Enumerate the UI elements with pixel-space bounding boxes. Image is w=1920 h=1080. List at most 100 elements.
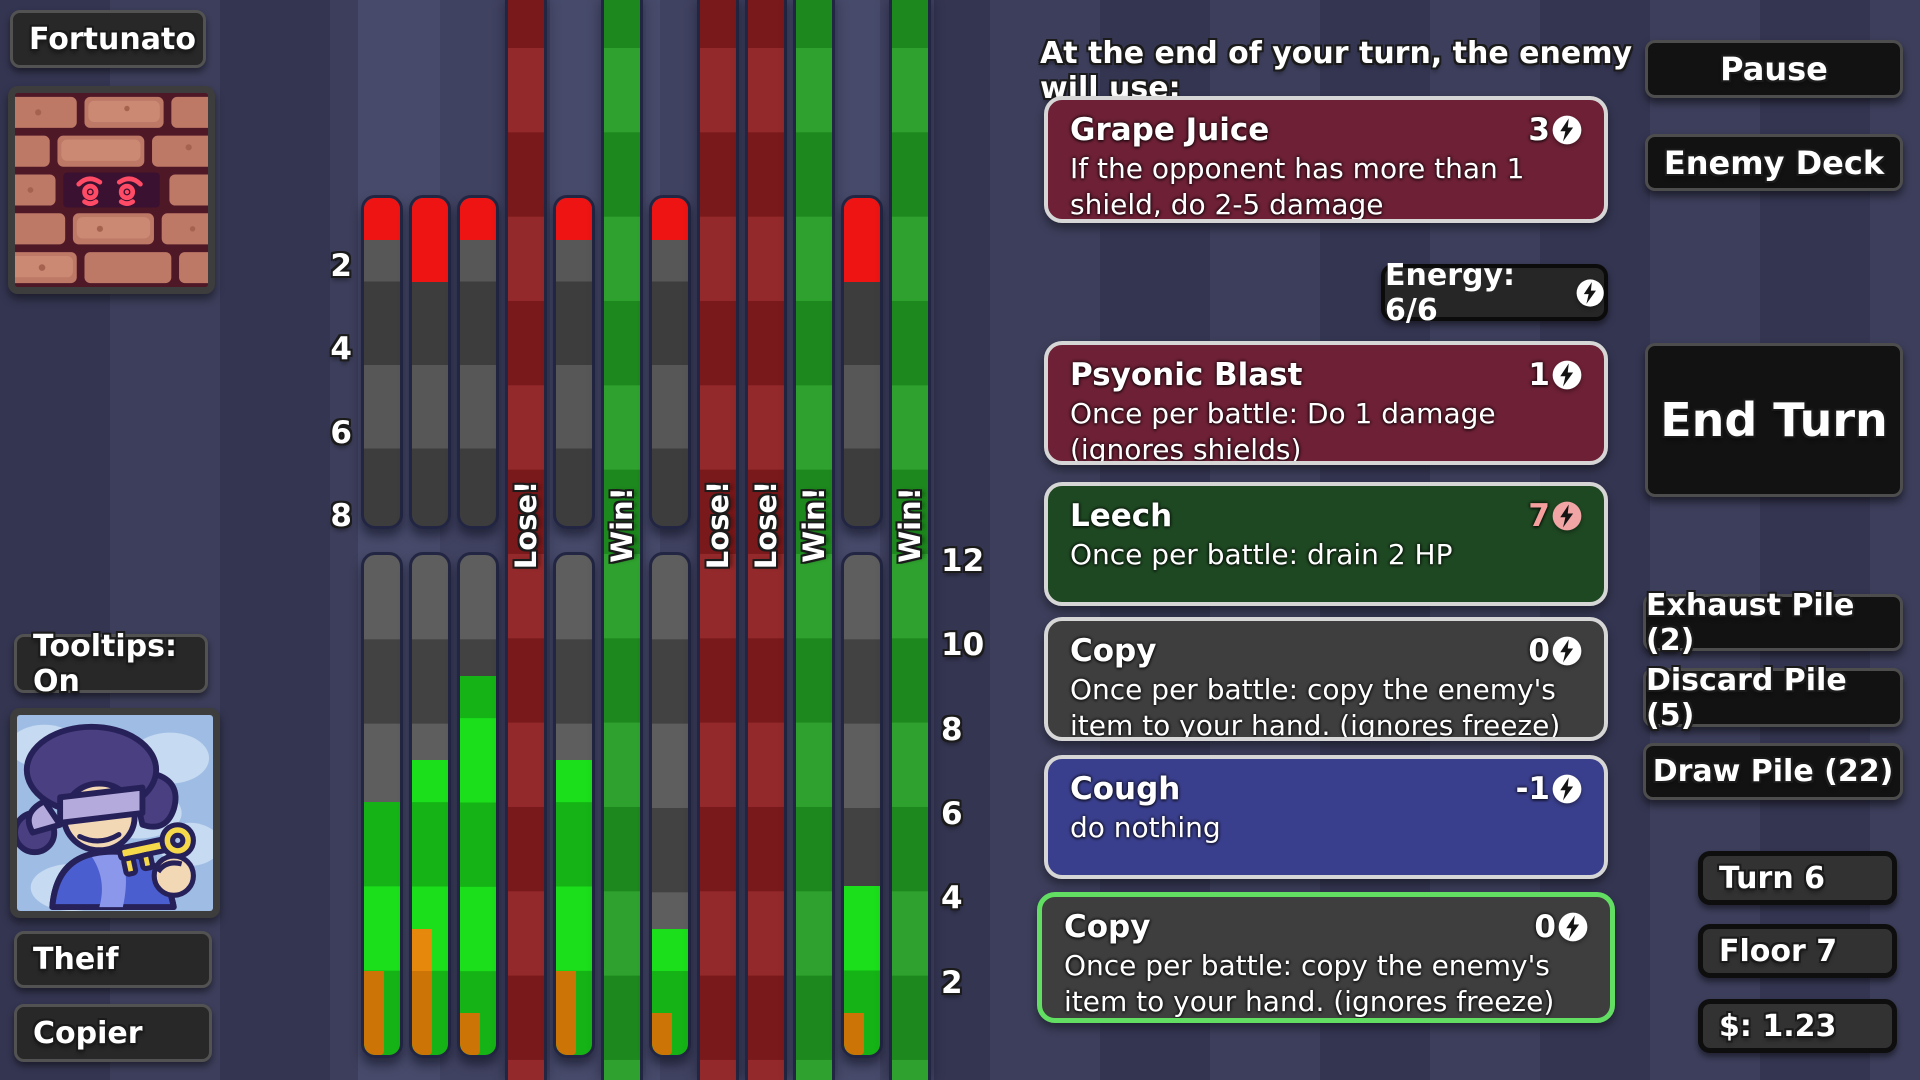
card-description: Once per battle: copy the enemy's item t… xyxy=(1070,673,1561,741)
card-cost-value: 0 xyxy=(1534,909,1556,945)
orange-overlay-segment xyxy=(460,1012,480,1055)
damage-segment xyxy=(652,198,688,240)
player-hp-bar xyxy=(457,552,499,1058)
sim-result-column-win xyxy=(601,0,643,1080)
bottom-axis-tick-label: 10 xyxy=(941,627,985,664)
hand-card[interactable]: Copy 0 Once per battle: copy the enemy's… xyxy=(1044,617,1608,741)
card-description: do nothing xyxy=(1070,811,1221,844)
energy-bolt-icon xyxy=(1552,774,1582,804)
hp-segment xyxy=(460,675,496,1055)
card-cost: 0 xyxy=(1534,909,1588,945)
orange-overlay-segment xyxy=(652,1012,672,1055)
sim-result-column-win xyxy=(793,0,835,1080)
card-name: Psyonic Blast xyxy=(1070,357,1303,393)
card-header-row: Psyonic Blast 1 xyxy=(1070,357,1582,393)
orange-overlay-segment xyxy=(364,970,384,1055)
card-cost: 3 xyxy=(1528,112,1582,148)
sim-result-label: Lose! xyxy=(509,480,543,570)
player-hp-bar xyxy=(553,552,595,1058)
enemy-intent-card: Grape Juice 3 If the opponent has more t… xyxy=(1044,96,1608,223)
card-cost: 1 xyxy=(1528,357,1582,393)
card-cost-value: 1 xyxy=(1528,357,1550,393)
damage-segment xyxy=(460,198,496,240)
card-cost-value: -1 xyxy=(1515,771,1550,807)
bottom-axis-tick-label: 8 xyxy=(941,711,963,748)
enemy-hp-bar xyxy=(361,195,403,529)
energy-bolt-icon xyxy=(1552,636,1582,666)
bottom-axis-tick-label: 12 xyxy=(941,543,985,579)
top-axis-tick-label: 2 xyxy=(330,247,352,284)
sim-result-label: Win! xyxy=(605,487,639,563)
card-description: Once per battle: Do 1 damage (ignores sh… xyxy=(1070,397,1496,465)
card-cost: 7 xyxy=(1528,498,1582,534)
damage-segment xyxy=(364,198,400,240)
player-hp-bar xyxy=(409,552,451,1058)
card-name: Grape Juice xyxy=(1070,112,1270,148)
card-header-row: Copy 0 xyxy=(1070,633,1582,669)
card-name: Copy xyxy=(1064,909,1151,945)
enemy-intent-header: At the end of your turn, the enemy will … xyxy=(1040,36,1633,106)
damage-segment xyxy=(844,198,880,282)
player-portrait xyxy=(10,708,220,918)
discard-pile-button[interactable]: Discard Pile (5) xyxy=(1643,663,1903,733)
energy-badge: Energy: 6/6 xyxy=(1381,258,1608,328)
enemy-portrait xyxy=(8,86,215,294)
draw-pile-button[interactable]: Draw Pile (22) xyxy=(1643,743,1903,800)
energy-bolt-icon xyxy=(1552,360,1582,390)
orange-overlay-segment xyxy=(556,970,576,1055)
hand-card[interactable]: Psyonic Blast 1 Once per battle: Do 1 da… xyxy=(1044,341,1608,465)
card-cost: -1 xyxy=(1516,771,1582,807)
player-hp-bar xyxy=(649,552,691,1058)
hand-card[interactable]: Leech 7 Once per battle: drain 2 HP xyxy=(1044,482,1608,606)
energy-bolt-icon xyxy=(1552,115,1582,145)
card-name: Copy xyxy=(1070,633,1157,669)
orange-overlay-segment xyxy=(844,1012,864,1055)
damage-segment xyxy=(412,198,448,282)
sim-result-label: Lose! xyxy=(701,480,735,570)
sim-result-column-win xyxy=(889,0,931,1080)
floor-counter-badge: Floor 7 xyxy=(1698,924,1897,978)
player-name-label: Theif xyxy=(14,931,212,988)
enemy-hp-bar xyxy=(553,195,595,529)
tooltips-toggle-button[interactable]: Tooltips: On xyxy=(14,629,208,699)
sim-result-label: Lose! xyxy=(749,480,783,570)
sim-result-label: Win! xyxy=(797,487,831,563)
card-cost: 0 xyxy=(1528,633,1582,669)
energy-bolt-icon xyxy=(1576,278,1604,308)
card-name: Cough xyxy=(1070,771,1181,807)
pause-button[interactable]: Pause xyxy=(1645,40,1903,98)
card-description: Once per battle: drain 2 HP xyxy=(1070,538,1453,571)
top-axis-tick-label: 8 xyxy=(330,498,352,534)
card-cost-value: 7 xyxy=(1528,498,1550,534)
enemy-hp-bar xyxy=(649,195,691,529)
card-cost-value: 0 xyxy=(1528,633,1550,669)
enemy-hp-bar xyxy=(409,195,451,529)
bottom-axis-tick-label: 6 xyxy=(941,796,963,832)
blindfolded-thief-art xyxy=(17,715,213,911)
exhaust-pile-button[interactable]: Exhaust Pile (2) xyxy=(1643,588,1903,658)
enemy-hp-bar xyxy=(457,195,499,529)
hand-card[interactable]: Cough -1 do nothing xyxy=(1044,755,1608,879)
orange-overlay-segment xyxy=(412,928,432,1055)
top-axis-tick-label: 6 xyxy=(330,414,352,451)
turn-counter-badge: Turn 6 xyxy=(1698,851,1897,905)
sim-result-column-lose xyxy=(745,0,787,1080)
energy-bolt-icon xyxy=(1552,501,1582,531)
top-axis-tick-label: 4 xyxy=(330,331,352,367)
sim-result-column-lose xyxy=(697,0,739,1080)
card-cost-value: 3 xyxy=(1528,112,1550,148)
enemy-deck-button[interactable]: Enemy Deck xyxy=(1645,134,1903,191)
sim-result-label: Win! xyxy=(893,487,927,563)
hand-card[interactable]: Copy 0 Once per battle: copy the enemy's… xyxy=(1037,892,1615,1023)
damage-segment xyxy=(556,198,592,240)
card-header-row: Leech 7 xyxy=(1070,498,1582,534)
bottom-axis-tick-label: 2 xyxy=(941,964,963,1001)
energy-bolt-icon xyxy=(1558,912,1588,942)
end-turn-button[interactable]: End Turn xyxy=(1645,343,1903,497)
enemy-name-label: Fortunato xyxy=(10,10,206,68)
bottom-axis-tick-label: 4 xyxy=(941,880,963,917)
player-hp-bar xyxy=(361,552,403,1058)
money-badge: $: 1.23 xyxy=(1698,999,1897,1053)
